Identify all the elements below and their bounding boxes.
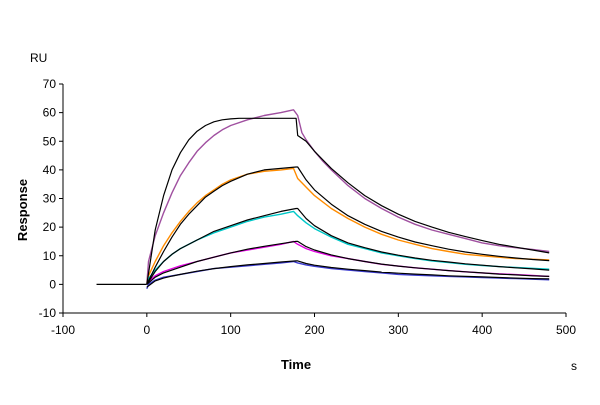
x-tick-label: 200 <box>304 323 324 337</box>
x-tick-label: 100 <box>221 323 241 337</box>
y-tick-label: 30 <box>43 192 57 206</box>
y-tick-label: -10 <box>39 306 57 320</box>
fit-curve-8 <box>146 240 550 285</box>
y-axis-title: Response <box>15 179 30 241</box>
fit-curve-7 <box>146 207 550 285</box>
y-tick-label: 40 <box>43 163 57 177</box>
x-axis-title: Time <box>281 357 311 372</box>
fit-curve-6 <box>146 166 550 285</box>
x-tick-label: 400 <box>472 323 492 337</box>
x-tick-label: 500 <box>556 323 576 337</box>
fit-curve-9 <box>146 260 550 288</box>
y-tick-label: 20 <box>43 220 57 234</box>
series-layer <box>96 109 550 289</box>
y-tick-label: 10 <box>43 249 57 263</box>
y-tick-label: 0 <box>49 277 56 291</box>
y-tick-label: 50 <box>43 134 57 148</box>
fit-curve-5 <box>146 117 550 285</box>
x-tick-label: -100 <box>51 323 75 337</box>
response-curve-1 <box>146 167 550 285</box>
y-tick-label: 70 <box>43 77 57 91</box>
x-unit-label: s <box>571 359 577 373</box>
y-tick-label: 60 <box>43 106 57 120</box>
response-curve-0 <box>146 109 550 285</box>
y-unit-label: RU <box>30 51 47 65</box>
x-tick-label: 0 <box>143 323 150 337</box>
x-tick-label: 300 <box>388 323 408 337</box>
